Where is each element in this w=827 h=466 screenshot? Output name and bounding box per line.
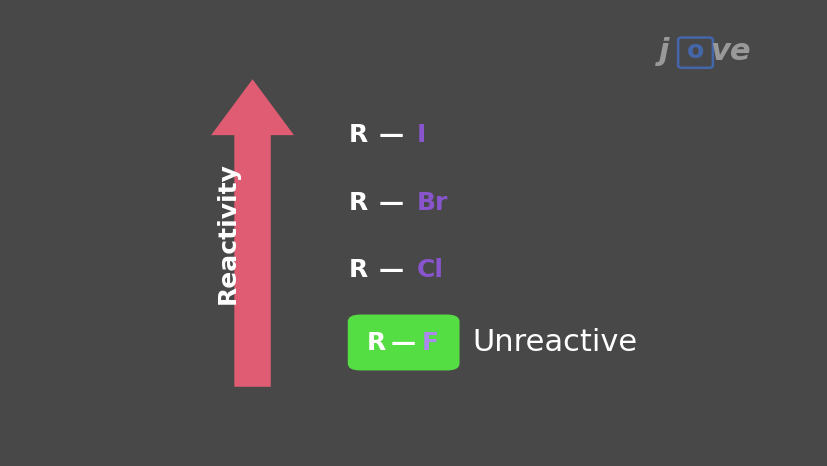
Text: ve: ve — [710, 37, 749, 66]
Text: Unreactive: Unreactive — [471, 328, 636, 357]
Text: Br: Br — [416, 191, 447, 215]
Text: —: — — [378, 123, 403, 147]
Text: R: R — [349, 123, 368, 147]
Text: j: j — [658, 37, 668, 66]
Text: R: R — [349, 191, 368, 215]
Text: o: o — [686, 39, 703, 63]
Text: —: — — [390, 330, 416, 355]
Text: I: I — [416, 123, 425, 147]
Text: Cl: Cl — [416, 258, 443, 282]
Text: R: R — [366, 330, 385, 355]
Polygon shape — [211, 79, 294, 387]
Text: F: F — [421, 330, 438, 355]
FancyBboxPatch shape — [347, 315, 459, 370]
Text: —: — — [378, 258, 403, 282]
Text: Reactivity: Reactivity — [216, 162, 239, 304]
Text: R: R — [349, 258, 368, 282]
Text: —: — — [378, 191, 403, 215]
